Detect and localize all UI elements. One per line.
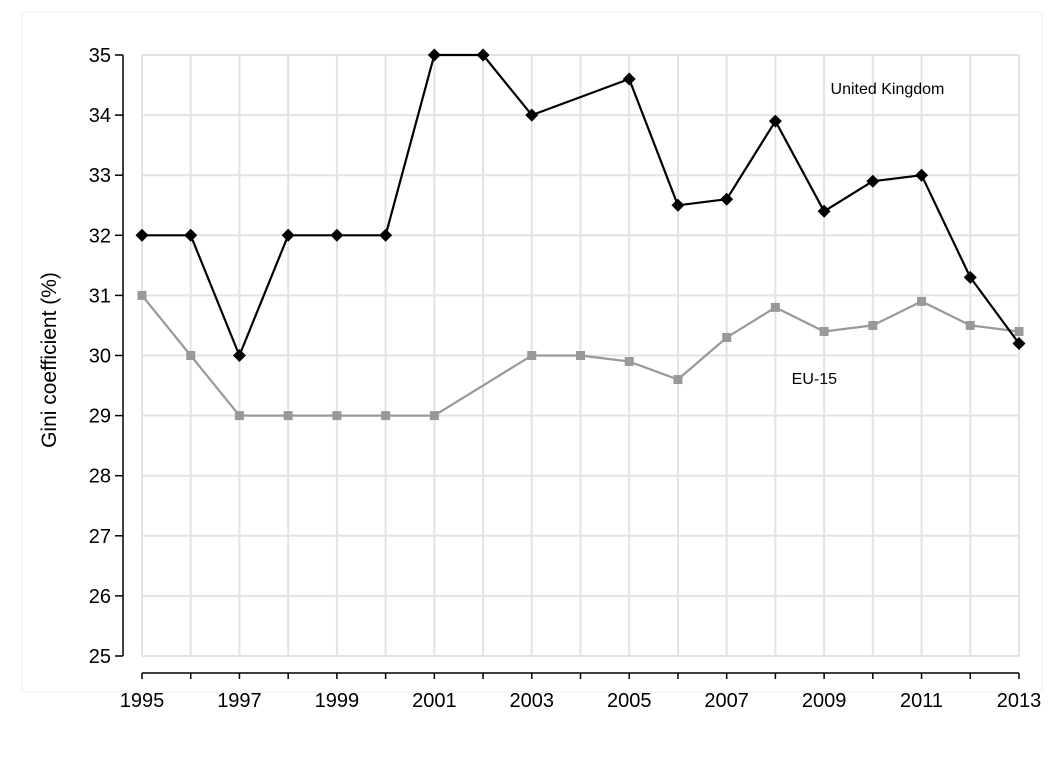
data-point-square xyxy=(770,302,780,312)
y-tick-label: 26 xyxy=(89,586,111,608)
data-point-square xyxy=(965,320,975,330)
x-tick-label: 1999 xyxy=(315,690,360,712)
label-layer: United Kingdom EU-15 xyxy=(792,81,945,388)
series-label-eu-15: EU-15 xyxy=(792,371,837,388)
data-point-square xyxy=(722,332,732,342)
data-point-diamond xyxy=(671,198,685,212)
data-point-square xyxy=(137,290,147,300)
series-line-united-kingdom xyxy=(142,53,1020,357)
series-layer xyxy=(135,48,1026,421)
data-point-diamond xyxy=(427,48,441,62)
axes: 25 26 27 28 29 30 31 32 33 34 35 1995 1997 1999 2001 20… xyxy=(89,45,1042,712)
data-point-square xyxy=(868,320,878,330)
data-point-square xyxy=(429,411,439,421)
data-point-diamond xyxy=(232,349,246,362)
data-point-square xyxy=(1014,326,1024,336)
data-point-diamond xyxy=(1012,336,1026,350)
data-point-diamond xyxy=(476,48,490,62)
y-tick-label: 29 xyxy=(89,406,111,428)
x-tick-label: 2009 xyxy=(802,690,847,712)
data-point-diamond xyxy=(525,108,539,122)
data-point-square xyxy=(673,375,683,385)
data-point-square xyxy=(527,351,537,360)
y-tick-label: 34 xyxy=(89,105,111,127)
data-point-square xyxy=(332,411,342,421)
data-point-diamond xyxy=(963,270,977,284)
data-point-diamond xyxy=(281,228,295,242)
data-point-square xyxy=(186,351,196,360)
y-tick-label: 28 xyxy=(89,466,111,488)
y-tick-label: 30 xyxy=(89,346,111,368)
data-point-diamond xyxy=(768,114,782,128)
data-point-diamond xyxy=(622,72,636,86)
series-line-eu-15 xyxy=(141,294,1020,417)
y-tick-label: 31 xyxy=(89,285,111,307)
plot-frame xyxy=(21,11,1043,693)
data-point-diamond xyxy=(817,204,831,218)
series-eu-15 xyxy=(137,290,1024,421)
data-point-diamond xyxy=(915,168,929,182)
data-point-diamond xyxy=(135,228,149,242)
data-point-square xyxy=(819,326,829,336)
series-united-kingdom xyxy=(135,48,1026,362)
y-axis-title: Gini coefficient (%) xyxy=(38,272,61,448)
data-point-square xyxy=(283,411,293,421)
x-tick-label: 2005 xyxy=(607,690,652,712)
data-point-diamond xyxy=(720,192,734,206)
y-tick-label: 33 xyxy=(89,165,111,187)
x-tick-label: 1995 xyxy=(120,690,165,712)
data-point-diamond xyxy=(184,228,198,242)
y-tick-label: 35 xyxy=(89,45,111,67)
data-point-square xyxy=(234,411,244,421)
x-tick-label: 2007 xyxy=(704,690,749,712)
y-tick-label: 25 xyxy=(89,646,111,668)
series-label-united-kingdom: United Kingdom xyxy=(831,81,945,98)
data-point-square xyxy=(917,296,927,306)
data-point-square xyxy=(381,411,391,421)
data-point-square xyxy=(576,351,585,360)
x-tick-label: 2011 xyxy=(900,690,943,712)
data-point-square xyxy=(624,357,634,367)
data-point-diamond xyxy=(866,174,880,188)
x-tick-label: 2001 xyxy=(412,690,457,712)
y-tick-label: 27 xyxy=(89,526,111,548)
x-tick-label: 2013 xyxy=(997,690,1042,712)
x-tick-label: 1997 xyxy=(217,690,262,712)
data-point-diamond xyxy=(379,228,393,242)
x-tick-label: 2003 xyxy=(510,690,555,712)
y-tick-label: 32 xyxy=(89,225,111,247)
data-point-diamond xyxy=(330,228,344,242)
